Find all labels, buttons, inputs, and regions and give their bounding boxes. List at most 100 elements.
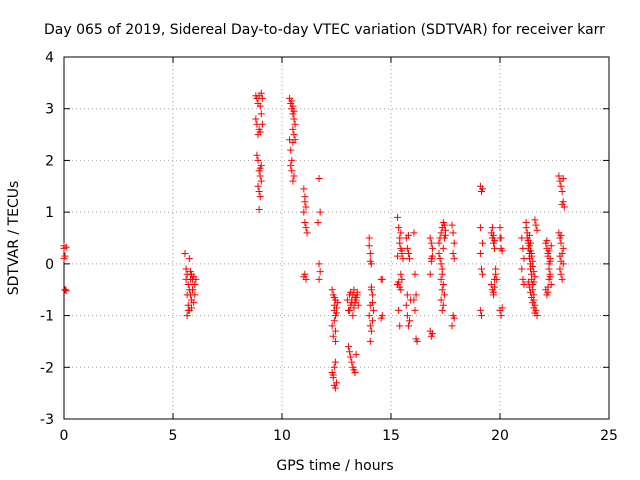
data-point	[557, 231, 565, 239]
data-point	[365, 234, 373, 242]
data-point	[543, 237, 551, 245]
data-point	[350, 304, 358, 312]
data-point	[288, 156, 296, 164]
data-point	[533, 226, 541, 234]
data-point	[410, 296, 418, 304]
data-point	[367, 283, 375, 291]
data-point	[329, 332, 337, 340]
data-point	[530, 268, 538, 276]
y-axis-label: SDTVAR / TECUs	[6, 181, 22, 296]
y-tick-label: 3	[45, 102, 54, 118]
data-point	[301, 198, 309, 206]
data-point	[366, 337, 374, 345]
x-axis-label: GPS time / hours	[276, 458, 393, 474]
data-point	[440, 291, 448, 299]
data-point	[439, 244, 447, 252]
data-point	[411, 306, 419, 314]
data-point	[555, 172, 563, 180]
data-point	[428, 244, 436, 252]
data-point	[257, 177, 265, 185]
data-point	[404, 250, 412, 258]
data-point	[366, 322, 374, 330]
y-tick-label: 1	[45, 205, 54, 221]
data-point	[557, 182, 565, 190]
data-point	[366, 250, 374, 258]
data-point	[191, 281, 199, 289]
data-point	[404, 231, 412, 239]
data-point	[545, 265, 553, 273]
data-point	[333, 379, 340, 387]
data-point	[449, 229, 457, 237]
data-point	[301, 218, 309, 226]
data-point	[378, 312, 386, 320]
data-point	[256, 172, 264, 180]
data-point	[62, 243, 70, 251]
data-point	[437, 260, 445, 268]
data-point	[346, 306, 354, 314]
data-point	[331, 327, 339, 335]
data-point	[492, 265, 500, 273]
data-point	[450, 239, 458, 247]
y-tick-label: -3	[40, 412, 54, 428]
data-point	[258, 94, 266, 102]
axis-ticks: 0 5 10 15 20 25 -3 -2 -1 0 1 2 3 4	[40, 50, 618, 444]
data-point	[397, 270, 405, 278]
data-point	[557, 270, 565, 278]
data-point	[448, 322, 456, 330]
data-point	[556, 252, 564, 260]
data-point	[351, 299, 359, 307]
data-point	[531, 309, 539, 317]
data-point	[287, 146, 295, 154]
data-point	[378, 275, 386, 283]
data-point	[253, 151, 261, 159]
data-point	[406, 255, 414, 263]
data-point	[328, 322, 336, 330]
data-point	[256, 128, 264, 136]
data-point	[436, 255, 444, 263]
data-point	[303, 229, 311, 237]
data-point	[190, 299, 198, 307]
data-point	[544, 252, 552, 260]
data-point	[496, 224, 504, 232]
data-point	[491, 237, 499, 245]
data-point	[367, 327, 375, 335]
data-point	[558, 200, 566, 208]
data-point	[491, 275, 499, 283]
data-point	[289, 125, 297, 133]
data-point	[289, 102, 297, 110]
data-point	[254, 182, 262, 190]
data-point	[476, 306, 484, 314]
data-point	[491, 283, 499, 291]
data-point	[191, 291, 199, 299]
data-point	[442, 231, 449, 239]
data-point	[394, 213, 402, 221]
data-point	[290, 115, 298, 123]
data-point	[397, 229, 405, 237]
data-point	[476, 224, 484, 232]
data-point	[61, 286, 69, 294]
data-point	[184, 281, 192, 289]
data-point	[525, 231, 533, 239]
data-point	[531, 273, 539, 281]
data-point	[330, 317, 338, 325]
data-point	[315, 275, 323, 283]
data-point	[426, 234, 434, 242]
data-point	[352, 350, 360, 358]
data-point	[530, 278, 538, 286]
data-point	[428, 330, 436, 338]
data-point	[344, 343, 352, 351]
data-point	[349, 312, 357, 320]
data-point	[404, 322, 412, 330]
data-point	[300, 273, 308, 281]
data-point	[183, 312, 191, 320]
x-tick-label: 0	[60, 428, 69, 444]
data-point	[413, 337, 421, 345]
data-point	[477, 312, 485, 320]
x-tick-label: 15	[382, 428, 400, 444]
data-point	[527, 288, 535, 296]
data-point	[330, 293, 338, 301]
data-point	[258, 120, 266, 128]
data-point	[450, 255, 458, 263]
data-point	[476, 250, 484, 258]
